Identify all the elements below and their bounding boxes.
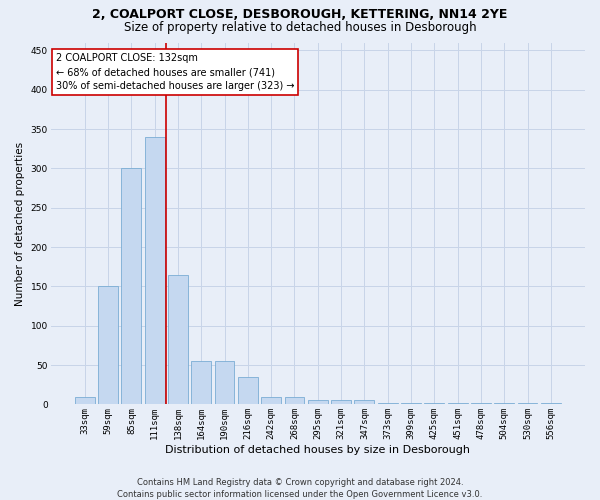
Bar — [541, 403, 561, 404]
Text: Size of property relative to detached houses in Desborough: Size of property relative to detached ho… — [124, 21, 476, 34]
X-axis label: Distribution of detached houses by size in Desborough: Distribution of detached houses by size … — [165, 445, 470, 455]
Bar — [331, 400, 351, 404]
Bar — [518, 403, 538, 404]
Bar — [98, 286, 118, 405]
Bar — [308, 400, 328, 404]
Bar — [168, 274, 188, 404]
Bar — [261, 396, 281, 404]
Bar — [215, 361, 235, 405]
Bar — [238, 377, 258, 404]
Bar — [401, 403, 421, 404]
Bar — [284, 396, 304, 404]
Bar — [471, 403, 491, 404]
Bar — [494, 403, 514, 404]
Bar — [448, 403, 467, 404]
Bar — [145, 137, 164, 404]
Bar — [355, 400, 374, 404]
Y-axis label: Number of detached properties: Number of detached properties — [15, 142, 25, 306]
Text: Contains HM Land Registry data © Crown copyright and database right 2024.
Contai: Contains HM Land Registry data © Crown c… — [118, 478, 482, 499]
Bar — [75, 396, 95, 404]
Text: 2, COALPORT CLOSE, DESBOROUGH, KETTERING, NN14 2YE: 2, COALPORT CLOSE, DESBOROUGH, KETTERING… — [92, 8, 508, 20]
Text: 2 COALPORT CLOSE: 132sqm
← 68% of detached houses are smaller (741)
30% of semi-: 2 COALPORT CLOSE: 132sqm ← 68% of detach… — [56, 54, 295, 92]
Bar — [424, 403, 444, 404]
Bar — [191, 361, 211, 405]
Bar — [378, 403, 398, 404]
Bar — [121, 168, 141, 404]
